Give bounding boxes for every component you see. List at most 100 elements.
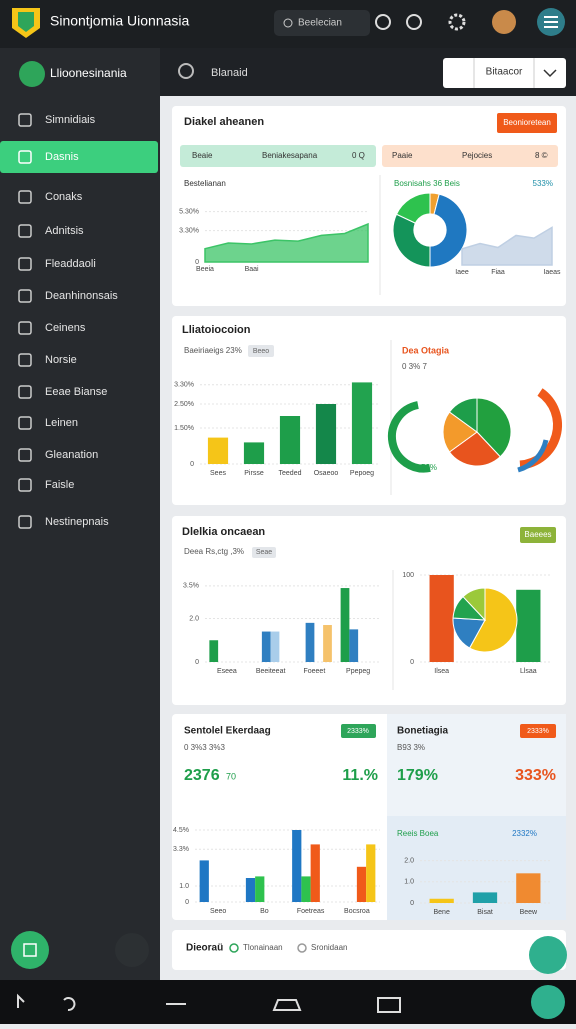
x-tick-label: Bene: [433, 909, 449, 916]
search-placeholder: Beelecian: [298, 18, 342, 29]
x-tick-label: Foetreas: [297, 908, 325, 915]
nav-fab[interactable]: [531, 985, 565, 1019]
x-tick-label: Foeeet: [303, 668, 325, 675]
nav-item: Adnitsis: [45, 225, 84, 237]
icon-button[interactable]: [406, 14, 422, 30]
bar: [340, 588, 350, 662]
x-tick-label: Llsaa: [520, 668, 537, 675]
nav-icon: [18, 515, 32, 529]
y-tick-label: 2.0: [189, 615, 199, 622]
item-icon: [297, 943, 307, 953]
nav-item: Norsie: [45, 354, 77, 366]
badge[interactable]: [520, 527, 556, 543]
pie-slice: [476, 397, 512, 458]
x-tick-label: Teeded: [279, 470, 302, 477]
button-label: Bitaacor: [486, 67, 523, 78]
logo-inner: [18, 12, 34, 32]
search-box[interactable]: [274, 10, 370, 36]
badge[interactable]: [497, 113, 557, 133]
y-tick-label: 2.0: [404, 857, 414, 864]
x-tick-label: Ilsea: [434, 668, 449, 675]
label: Bosnisahs 36 Beis: [394, 179, 460, 188]
avatar[interactable]: [492, 10, 516, 34]
search-icon[interactable]: [178, 63, 194, 79]
bar: [356, 866, 367, 902]
nav-item: Eeae Bianse: [45, 386, 107, 398]
chip: [248, 345, 274, 357]
x-tick-label: Ppepeg: [346, 668, 370, 675]
fab-icon: [23, 943, 37, 957]
y-tick-label: 5.30%: [179, 208, 199, 215]
pie-slice: [442, 411, 478, 453]
label: Sentolel Ekerdaag: [184, 726, 271, 737]
y-tick-label: 0: [190, 461, 194, 468]
fab[interactable]: [11, 931, 49, 969]
label: 53%: [421, 463, 437, 472]
label: Lliatoiocoion: [182, 324, 251, 336]
x-tick-label: Seeo: [210, 908, 226, 915]
label: 2332%: [512, 829, 537, 838]
bar: [516, 873, 541, 903]
y-tick-label: 4.5%: [173, 827, 189, 834]
label: B93 3%: [397, 743, 425, 752]
area: [461, 226, 553, 266]
label: Seae: [256, 549, 272, 556]
settings-button[interactable]: [448, 13, 466, 31]
bar: [305, 622, 315, 662]
label: 533%: [533, 179, 553, 188]
y-tick-label: 3.5%: [183, 583, 199, 590]
nav-item: Simnidiais: [45, 114, 96, 126]
fab[interactable]: [115, 933, 149, 967]
fab[interactable]: [529, 936, 567, 974]
x-tick-label: Osaeoo: [314, 470, 339, 477]
nav-bar: [0, 980, 576, 1024]
nav-item: Dasnis: [45, 151, 79, 163]
brand-logo: [19, 61, 45, 87]
bar: [243, 442, 265, 464]
bar: [516, 589, 541, 662]
y-tick-label: 1.50%: [174, 425, 194, 432]
dropdown-icon: [543, 69, 557, 78]
y-tick-label: 0: [195, 259, 199, 266]
nav-item: Gleanation: [45, 449, 98, 461]
tab[interactable]: [180, 145, 376, 167]
label: Sronidaan: [311, 943, 347, 952]
tab[interactable]: [382, 145, 558, 167]
brand: Llioonesinania: [50, 66, 127, 80]
badge[interactable]: [520, 724, 556, 738]
menu-icon: [544, 16, 558, 28]
bar: [270, 631, 280, 662]
y-tick-label: 0: [410, 659, 414, 666]
bar: [429, 575, 454, 662]
nav-icon: [18, 416, 32, 430]
nav-item: Ceinens: [45, 322, 86, 334]
x-tick-label: Beeiteeat: [256, 668, 286, 675]
nav-icon: [18, 353, 32, 367]
app-title: Sinontjomia Uionnasia: [50, 13, 190, 29]
x-tick-label: Bisat: [477, 909, 493, 916]
bar: [349, 629, 359, 662]
icon-button[interactable]: [375, 14, 391, 30]
label: Dieoraü: [186, 943, 223, 954]
label: 8 ©: [535, 151, 548, 160]
bar: [261, 631, 271, 662]
nav-icon: [18, 321, 32, 335]
nav-icons[interactable]: [17, 993, 401, 1013]
bar: [310, 844, 320, 902]
badge[interactable]: [341, 724, 376, 738]
label: 11.%: [342, 767, 378, 784]
y-tick-label: 100: [402, 572, 414, 579]
label: Tlonainaan: [243, 943, 283, 952]
x-tick-label: Fiaa: [491, 269, 505, 276]
bar: [301, 876, 311, 902]
pie-slice: [448, 397, 478, 433]
nav-item-active[interactable]: [0, 141, 158, 173]
y-tick-label: 3.30%: [179, 227, 199, 234]
x-tick-label: Pirsse: [244, 470, 264, 477]
y-tick-label: 3.3%: [173, 846, 189, 853]
y-tick-label: 0: [410, 900, 414, 907]
x-tick-label: Beew: [520, 909, 538, 916]
nav-item: Faisle: [45, 479, 74, 491]
